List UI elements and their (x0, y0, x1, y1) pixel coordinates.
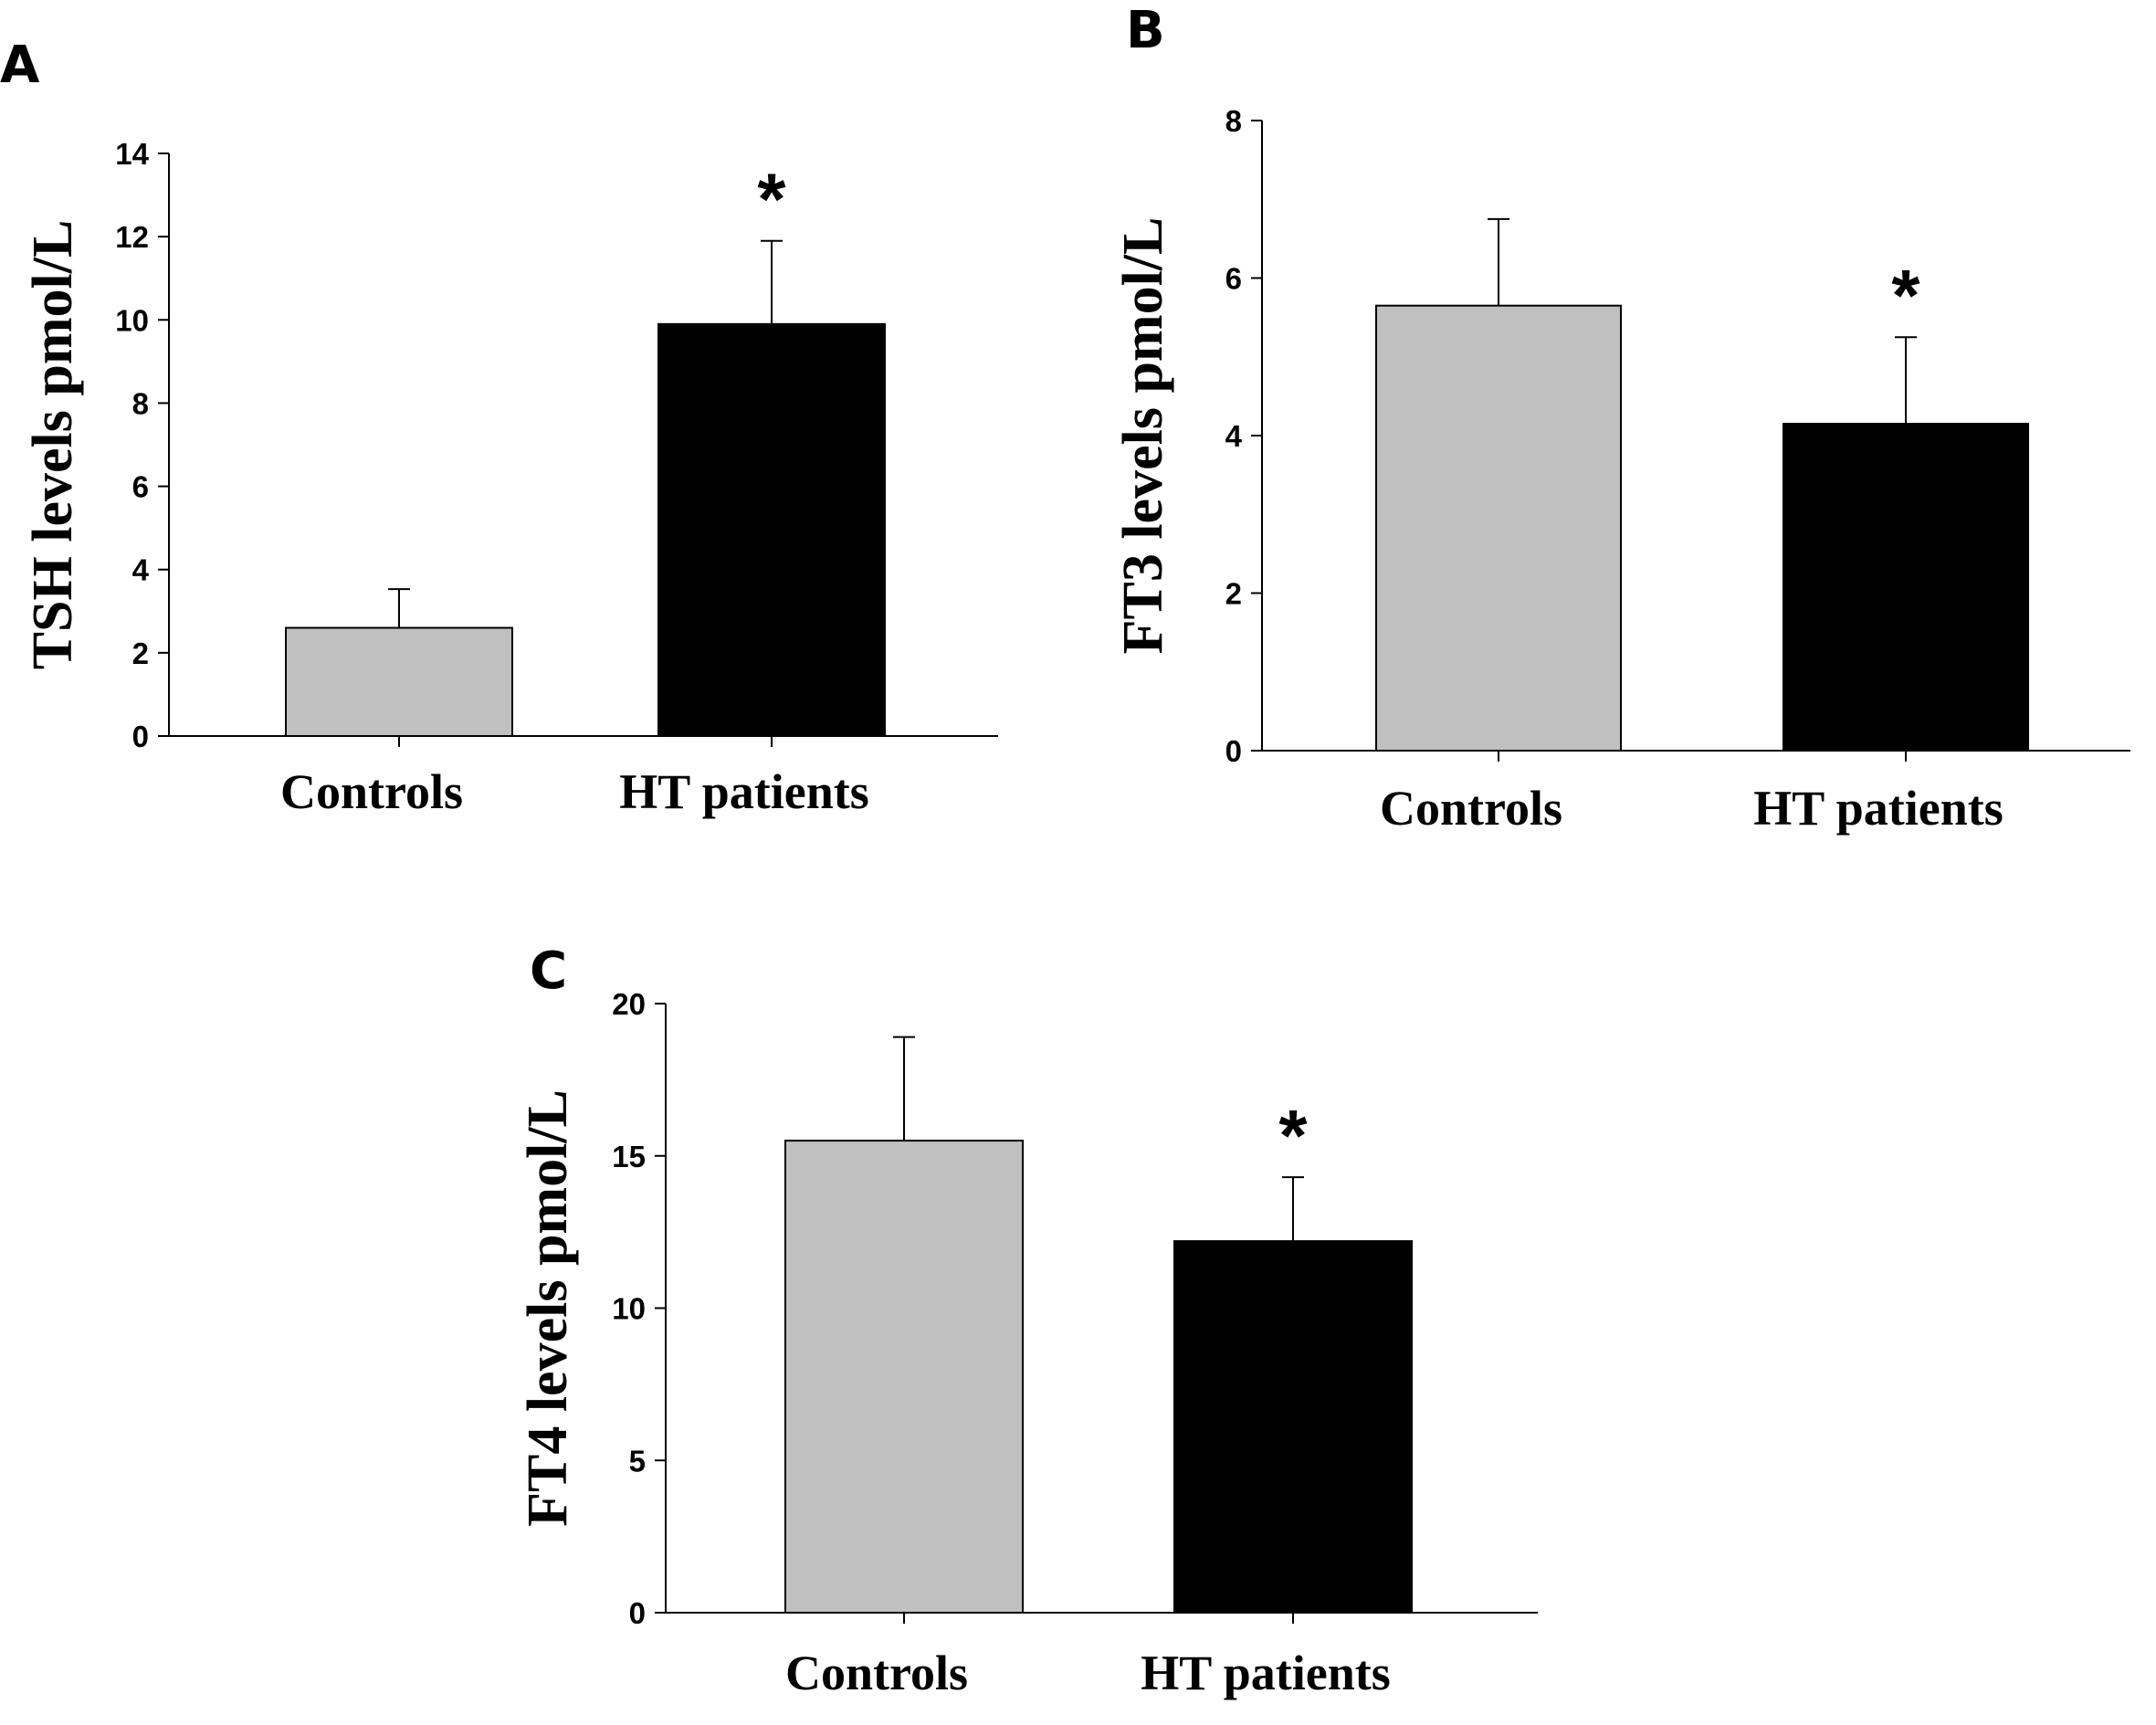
x-category-label-controls: Controls (1380, 781, 1562, 836)
bar-controls (285, 626, 513, 737)
y-tick-label: 15 (612, 1140, 646, 1173)
y-tick-label: 8 (1225, 104, 1242, 138)
y-tick-label: 12 (115, 220, 149, 254)
y-tick-label: 5 (629, 1444, 646, 1478)
significance-marker-ht-patients: * (757, 159, 786, 240)
y-tick-label: 8 (132, 386, 149, 420)
chart-panel-a: A 0 2 4 6 8 10 12 14 TSH levels pmol/L Controls HT … (0, 36, 998, 819)
panel-letter-b: B (1126, 1, 1165, 60)
panel-letter-a: A (0, 36, 40, 95)
bar-controls (1375, 304, 1622, 752)
chart-panel-c: C 0 5 10 15 20 FT4 levels pmol/L Controls HT pat… (517, 941, 1538, 1700)
x-category-label-ht-patients: HT patients (1753, 781, 2004, 836)
x-category-label-controls: Controls (280, 764, 463, 819)
y-tick-label: 4 (1225, 419, 1243, 453)
x-category-label-ht-patients: HT patients (1141, 1646, 1391, 1700)
y-axis-title: FT3 levels pmol/L (1112, 217, 1174, 655)
bar-controls (784, 1140, 1024, 1614)
significance-marker-ht-patients: * (1891, 255, 1920, 336)
panel-letter-c: C (530, 941, 567, 1001)
y-tick-label: 4 (132, 553, 150, 587)
bar-ht-patients (1173, 1240, 1413, 1614)
y-tick-label: 2 (1225, 577, 1242, 611)
bar-ht-patients (1783, 423, 2029, 752)
y-tick-label: 14 (115, 137, 149, 171)
y-tick-label: 10 (612, 1292, 646, 1326)
y-tick-label: 10 (115, 303, 149, 337)
y-tick-label: 6 (1225, 262, 1242, 296)
x-category-label-ht-patients: HT patients (619, 764, 869, 819)
bar-ht-patients (657, 322, 886, 737)
y-tick-label: 2 (132, 636, 149, 670)
chart-panel-b: B 0 2 4 6 8 FT3 levels pmol/L Controls HT patien… (1112, 1, 2130, 836)
y-tick-label: 0 (629, 1596, 646, 1630)
significance-marker-ht-patients: * (1278, 1095, 1308, 1176)
y-axis-title: FT4 levels pmol/L (517, 1089, 579, 1527)
y-tick-label: 20 (612, 987, 646, 1021)
y-tick-label: 0 (132, 720, 149, 753)
y-tick-label: 6 (132, 470, 149, 504)
x-category-label-controls: Controls (785, 1646, 968, 1700)
y-axis-title: TSH levels pmol/L (22, 220, 84, 670)
y-tick-label: 0 (1225, 734, 1242, 768)
